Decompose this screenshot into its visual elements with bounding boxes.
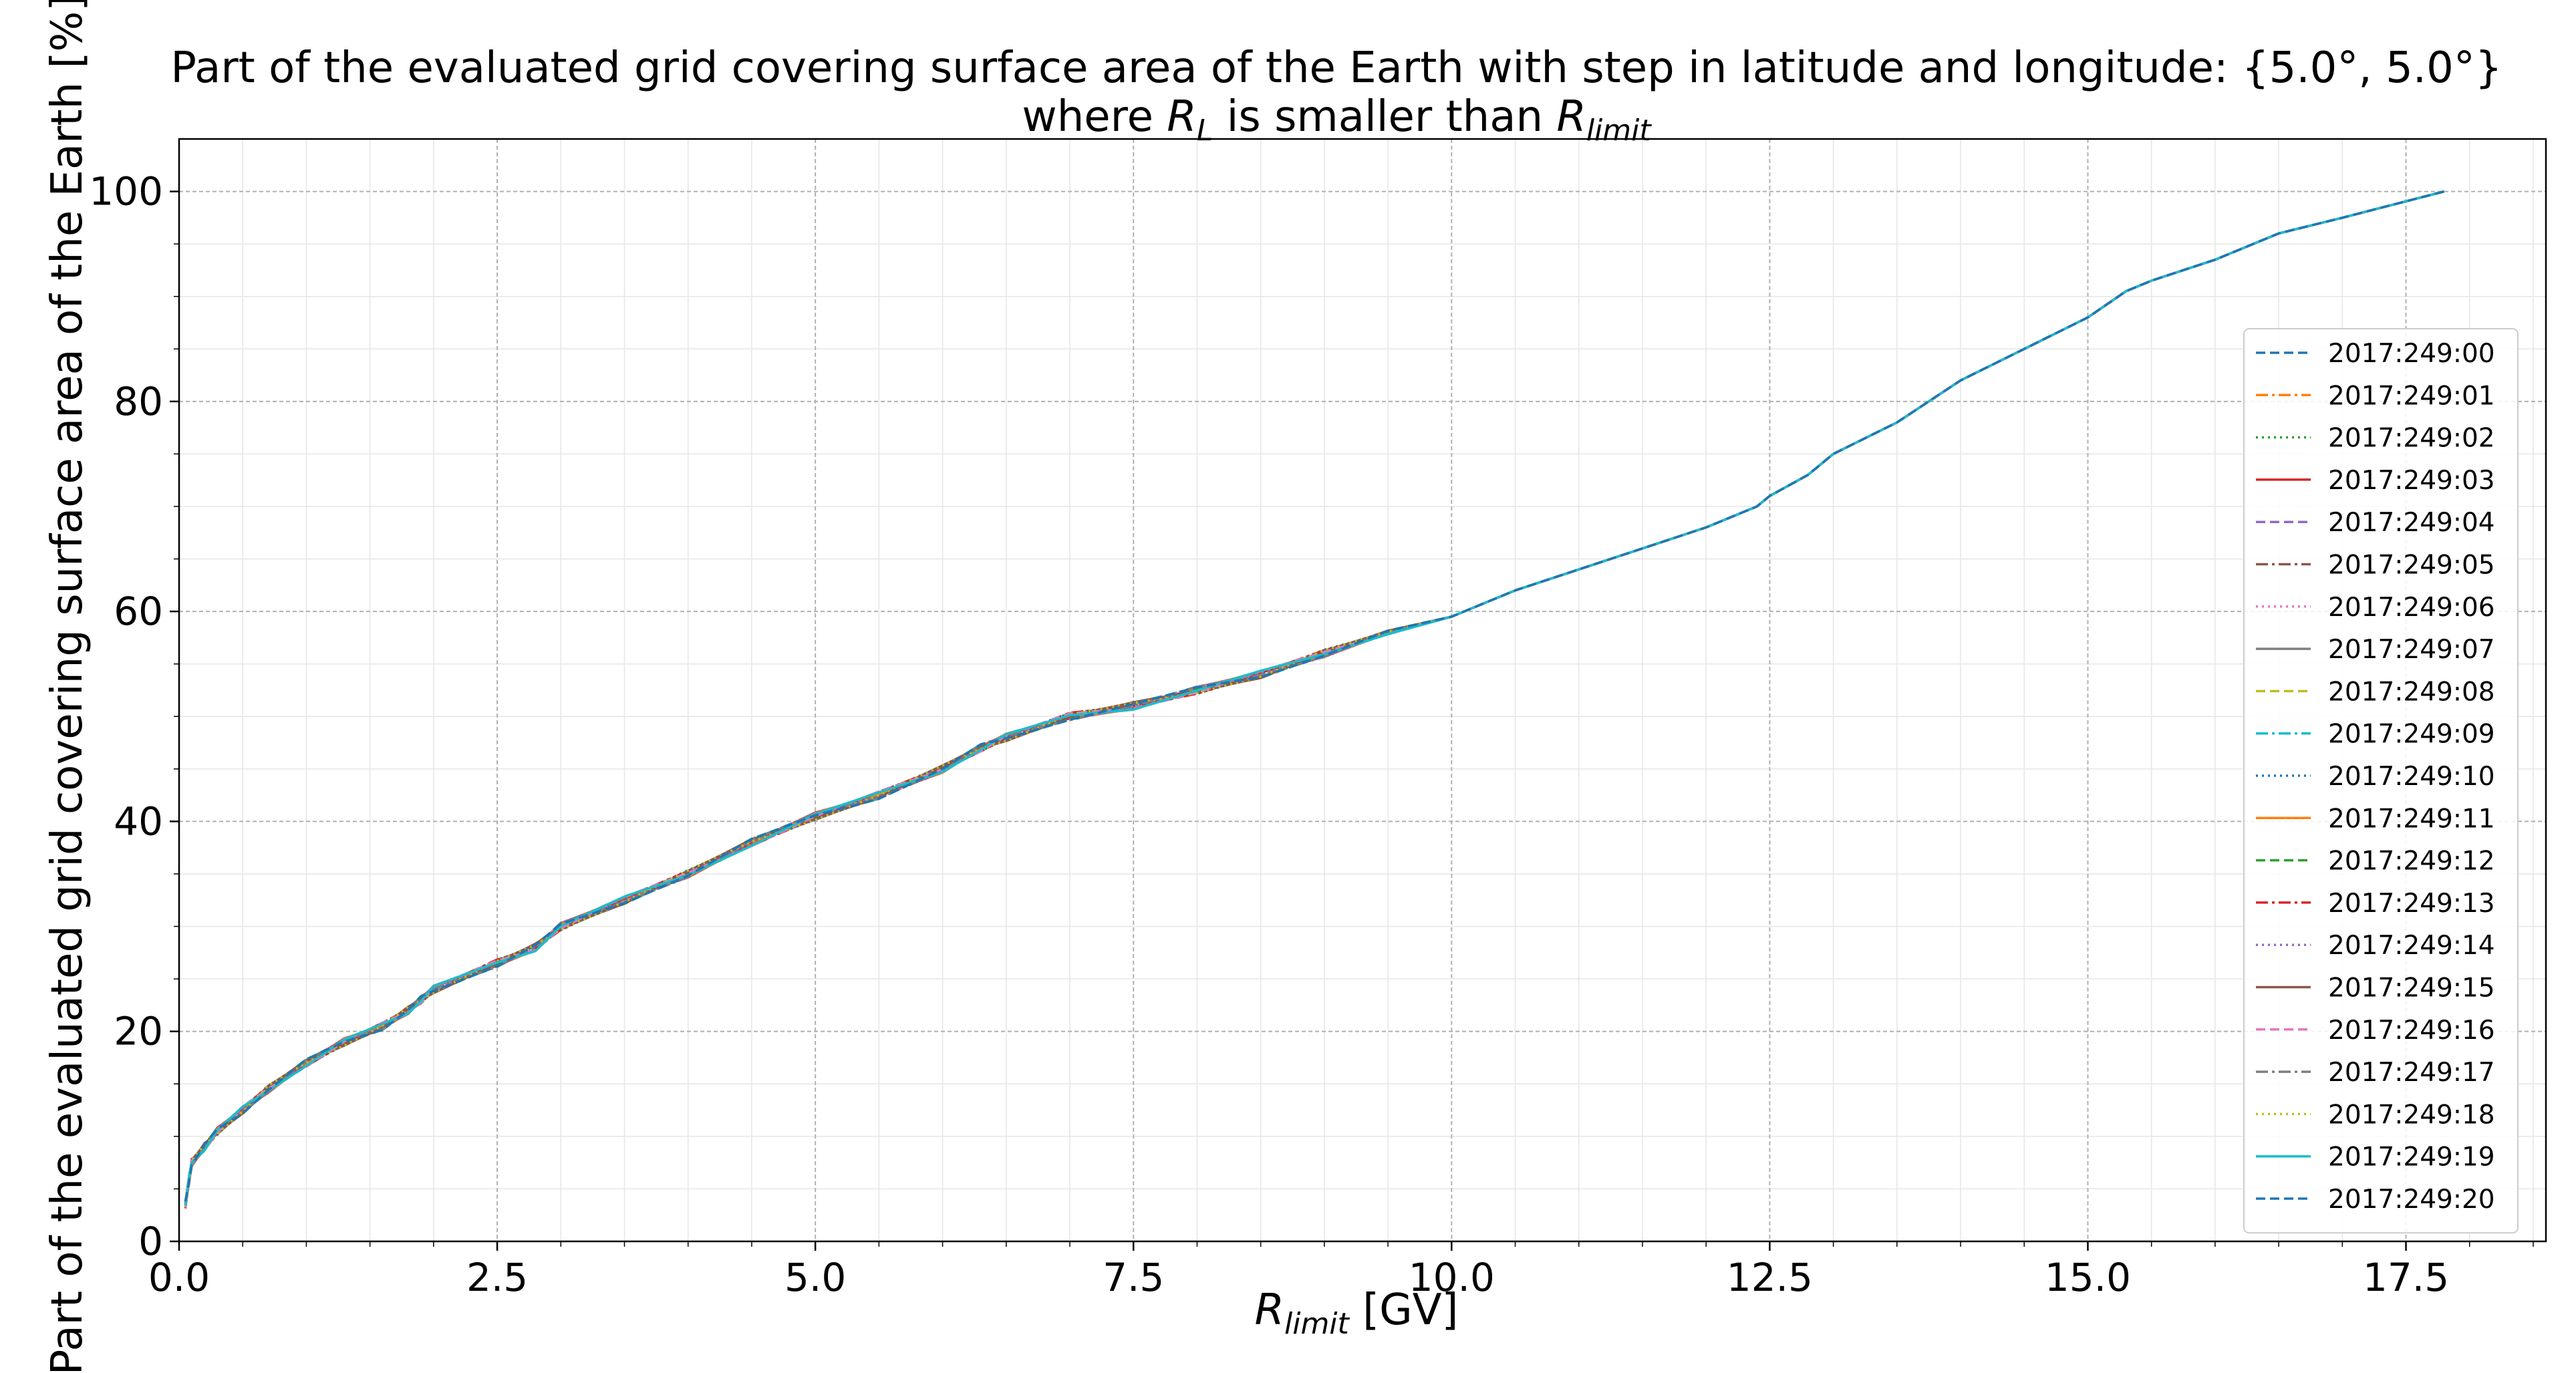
legend-label: 2017:249:11 (2328, 804, 2495, 834)
legend-label: 2017:249:14 (2328, 931, 2495, 961)
legend-label: 2017:249:01 (2328, 381, 2495, 411)
legend-label: 2017:249:00 (2328, 339, 2495, 369)
x-tick-label: 0.0 (148, 1255, 210, 1300)
legend-label: 2017:249:06 (2328, 593, 2495, 623)
legend-label: 2017:249:19 (2328, 1142, 2495, 1173)
y-tick-label: 100 (89, 169, 163, 214)
x-tick-label: 15.0 (2045, 1255, 2131, 1300)
title-var-rlimit: R (1556, 92, 1586, 142)
legend: 2017:249:00 2017:249:01 2017:249:02 2017:24… (2243, 328, 2519, 1234)
legend-label: 2017:249:18 (2328, 1100, 2495, 1130)
legend-label: 2017:249:08 (2328, 677, 2495, 707)
legend-label: 2017:249:04 (2328, 508, 2495, 538)
y-axis-label: Part of the evaluated grid covering surf… (43, 0, 92, 1373)
legend-label: 2017:249:03 (2328, 466, 2495, 496)
legend-label: 2017:249:13 (2328, 889, 2495, 919)
x-tick-label: 2.5 (466, 1255, 528, 1300)
title-var-rl: R (1167, 92, 1196, 142)
legend-label: 2017:249:20 (2328, 1185, 2495, 1215)
legend-label: 2017:249:12 (2328, 847, 2495, 877)
legend-label: 2017:249:15 (2328, 973, 2495, 1004)
legend-label: 2017:249:07 (2328, 635, 2495, 665)
plot-frame (178, 138, 2547, 1243)
legend-label: 2017:249:10 (2328, 762, 2495, 792)
x-axis-ticks: 0.0 2.5 5.0 7.5 10.0 12.5 15.0 17.5 (148, 1241, 2534, 1300)
y-tick-label: 60 (114, 589, 163, 634)
chart-title-line2: where RL is smaller than Rlimit (1022, 92, 1652, 148)
x-tick-label: 7.5 (1103, 1255, 1164, 1300)
legend-label: 2017:249:05 (2328, 551, 2495, 581)
y-tick-label: 80 (114, 379, 163, 424)
x-tick-label: 17.5 (2363, 1255, 2449, 1300)
legend-label: 2017:249:09 (2328, 720, 2495, 750)
y-axis-ticks: 0 20 40 60 80 100 (89, 169, 179, 1264)
x-tick-label: 12.5 (1727, 1255, 1813, 1300)
legend-label: 2017:249:16 (2328, 1016, 2495, 1046)
x-tick-label: 5.0 (784, 1255, 846, 1300)
x-axis-label-unit: [GV] (1349, 1285, 1459, 1335)
y-tick-label: 20 (114, 1009, 163, 1054)
title-middle: is smaller than (1213, 92, 1556, 142)
title-prefix: where (1022, 92, 1167, 142)
title-var-rlimit-sub: limit (1586, 114, 1653, 148)
series-line (184, 190, 2445, 1202)
series-lines (184, 190, 2445, 1209)
series-line (184, 190, 2445, 1207)
y-tick-label: 40 (114, 798, 163, 844)
x-tick-label: 10.0 (1409, 1255, 1495, 1300)
legend-label: 2017:249:02 (2328, 424, 2495, 454)
legend-label: 2017:249:17 (2328, 1058, 2495, 1088)
x-axis-label-var: R (1255, 1285, 1284, 1335)
y-tick-label: 0 (138, 1219, 163, 1264)
legend-box (2243, 328, 2519, 1234)
x-axis-label-sub: limit (1284, 1307, 1350, 1341)
title-var-rl-sub: L (1197, 114, 1213, 148)
chart-title-line1: Part of the evaluated grid covering surf… (170, 43, 2502, 93)
x-axis-label: Rlimit [GV] (1255, 1285, 1459, 1341)
